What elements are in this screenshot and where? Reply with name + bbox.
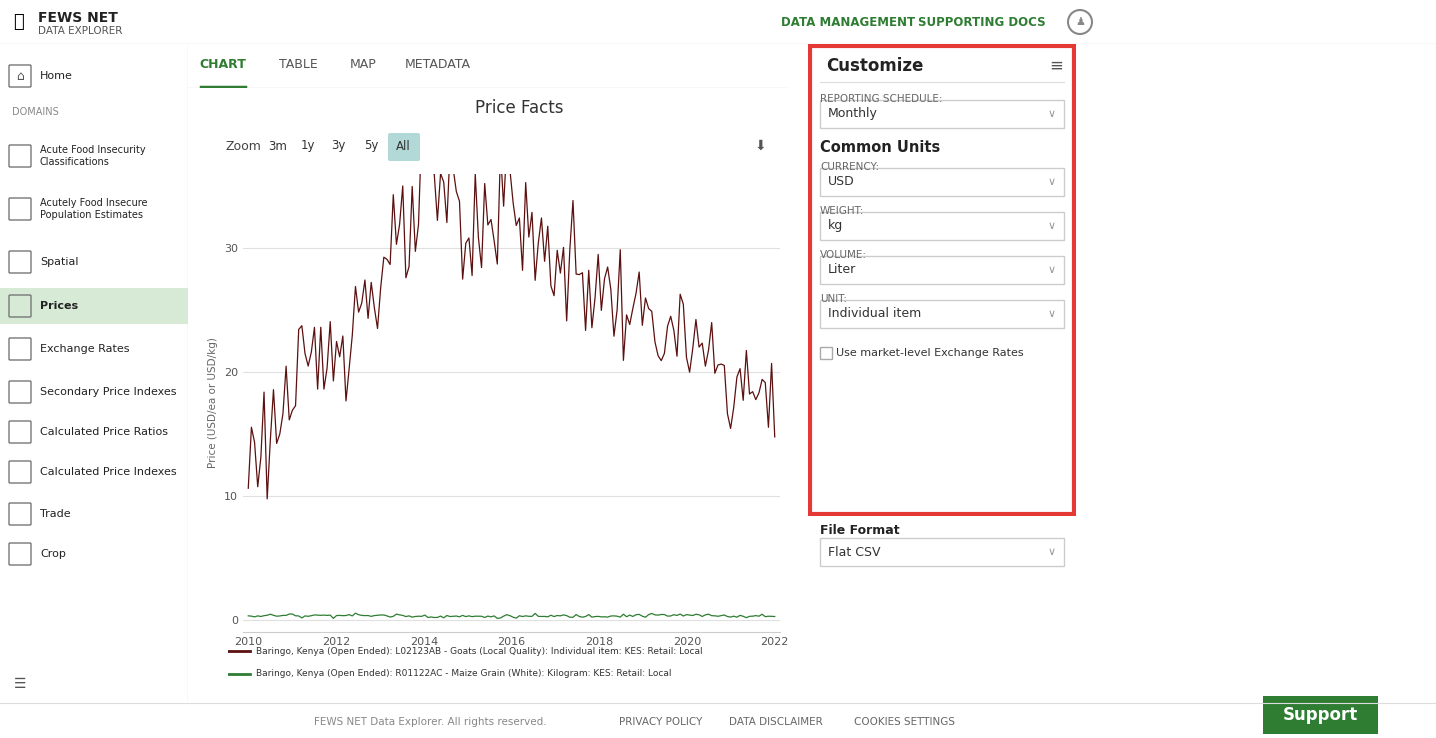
Text: ∨: ∨: [1048, 109, 1055, 119]
Text: 3y: 3y: [330, 139, 345, 153]
Text: Calculated Price Indexes: Calculated Price Indexes: [40, 467, 177, 477]
Text: DATA DISCLAIMER: DATA DISCLAIMER: [728, 717, 823, 727]
Bar: [820, 300, 1064, 328]
Text: Trade: Trade: [40, 509, 70, 519]
Text: CURRENCY:: CURRENCY:: [820, 162, 879, 172]
Text: Customize: Customize: [826, 57, 923, 75]
Text: 3m: 3m: [269, 139, 287, 153]
Text: REPORTING SCHEDULE:: REPORTING SCHEDULE:: [820, 94, 942, 104]
Text: Individual item: Individual item: [829, 308, 922, 320]
Text: ∨: ∨: [1048, 177, 1055, 187]
Text: MAP: MAP: [349, 58, 376, 71]
Text: Spatial: Spatial: [40, 257, 79, 267]
Text: File Format: File Format: [820, 524, 899, 537]
Text: 🌐: 🌐: [13, 13, 23, 31]
Text: VOLUME:: VOLUME:: [820, 250, 867, 260]
Text: FEWS NET: FEWS NET: [37, 11, 118, 25]
Bar: [820, 538, 1064, 566]
Bar: [0, 288, 188, 324]
Text: kg: kg: [829, 219, 843, 232]
Text: Population Estimates: Population Estimates: [40, 210, 144, 220]
Y-axis label: Price (USD/ea or USD/kg): Price (USD/ea or USD/kg): [208, 337, 218, 469]
Text: ♟: ♟: [1076, 17, 1086, 27]
Text: ≡: ≡: [1050, 57, 1063, 75]
Bar: [820, 168, 1064, 196]
Text: Crop: Crop: [40, 549, 66, 559]
Text: USD: USD: [829, 176, 854, 188]
Text: Exchange Rates: Exchange Rates: [40, 344, 129, 354]
Text: Acute Food Insecurity: Acute Food Insecurity: [40, 145, 145, 155]
Text: Secondary Price Indexes: Secondary Price Indexes: [40, 387, 177, 397]
Text: Calculated Price Ratios: Calculated Price Ratios: [40, 427, 168, 437]
Text: ⬇: ⬇: [754, 139, 765, 153]
Text: Baringo, Kenya (Open Ended): R01122AC - Maize Grain (White): Kilogram: KES: Reta: Baringo, Kenya (Open Ended): R01122AC - …: [256, 669, 671, 678]
Bar: [820, 100, 1064, 128]
Text: TABLE: TABLE: [279, 58, 317, 71]
Text: ∨: ∨: [1048, 265, 1055, 275]
Text: Classifications: Classifications: [40, 157, 111, 167]
Text: COOKIES SETTINGS: COOKIES SETTINGS: [854, 717, 955, 727]
Text: Prices: Prices: [40, 301, 78, 311]
Text: All: All: [396, 139, 411, 153]
Text: ☰: ☰: [14, 677, 26, 691]
Text: DATA MANAGEMENT: DATA MANAGEMENT: [781, 15, 915, 29]
Text: Flat CSV: Flat CSV: [829, 545, 880, 559]
Text: 5y: 5y: [363, 139, 378, 153]
Text: Common Units: Common Units: [820, 140, 941, 155]
Text: Monthly: Monthly: [829, 108, 877, 120]
Text: DOMAINS: DOMAINS: [11, 107, 59, 117]
Bar: [820, 347, 831, 359]
Text: FEWS NET Data Explorer. All rights reserved.: FEWS NET Data Explorer. All rights reser…: [314, 717, 547, 727]
Text: METADATA: METADATA: [405, 58, 471, 71]
Text: PRIVACY POLICY: PRIVACY POLICY: [619, 717, 702, 727]
Text: Price Facts: Price Facts: [475, 99, 563, 117]
Text: Liter: Liter: [829, 263, 856, 277]
Text: Support: Support: [1282, 706, 1358, 724]
Text: WEIGHT:: WEIGHT:: [820, 206, 864, 216]
FancyBboxPatch shape: [1259, 693, 1381, 737]
Text: Zoom: Zoom: [225, 139, 261, 153]
Text: Home: Home: [40, 71, 73, 81]
Text: ∨: ∨: [1048, 221, 1055, 231]
Text: 1y: 1y: [300, 139, 316, 153]
Bar: [820, 212, 1064, 240]
Text: ∨: ∨: [1048, 547, 1055, 557]
Text: Use market-level Exchange Rates: Use market-level Exchange Rates: [836, 348, 1024, 358]
Text: ∨: ∨: [1048, 309, 1055, 319]
Text: Baringo, Kenya (Open Ended): L02123AB - Goats (Local Quality): Individual item: : Baringo, Kenya (Open Ended): L02123AB - …: [256, 646, 702, 655]
Text: CHART: CHART: [200, 58, 247, 71]
Text: SUPPORTING DOCS: SUPPORTING DOCS: [918, 15, 1045, 29]
FancyBboxPatch shape: [388, 133, 419, 161]
Text: ⌂: ⌂: [16, 69, 24, 83]
Bar: [820, 256, 1064, 284]
Text: UNIT:: UNIT:: [820, 294, 847, 304]
Text: Acutely Food Insecure: Acutely Food Insecure: [40, 198, 148, 208]
Text: DATA EXPLORER: DATA EXPLORER: [37, 26, 122, 36]
